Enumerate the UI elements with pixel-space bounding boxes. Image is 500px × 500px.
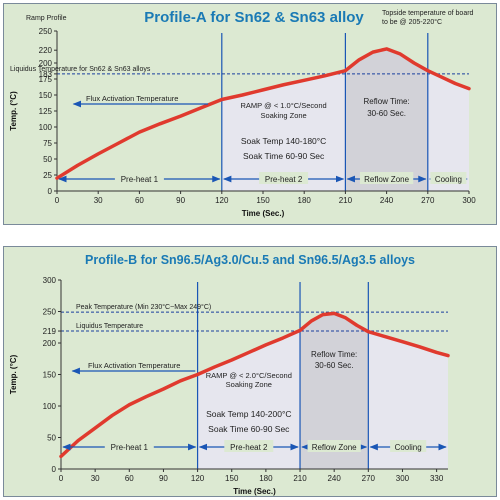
y-tick-label: 100: [43, 402, 57, 411]
reference-line-label: Liquidus Temperature for Sn62 & Sn63 all…: [10, 66, 151, 73]
x-tick-label: 210: [293, 474, 307, 483]
zone-label: Cooling: [435, 175, 462, 184]
y-tick-label: 75: [43, 139, 52, 148]
zone-label: Cooling: [395, 443, 422, 452]
top-note-line1: Topside temperature of board: [382, 10, 474, 17]
zone-label: Pre-heat 1: [111, 443, 149, 452]
zone-label: Reflow Zone: [312, 443, 357, 452]
y-tick-label: 0: [52, 465, 57, 474]
zone-label-bg: [259, 172, 309, 184]
x-tick-label: 90: [176, 196, 185, 205]
zone-label: Reflow Zone: [364, 175, 409, 184]
x-tick-label: 180: [298, 196, 312, 205]
chart-title: Profile-B for Sn96.5/Ag3.0/Cu.5 and Sn96…: [85, 253, 415, 267]
soak-annotation: Soaking Zone: [260, 111, 306, 120]
reference-line-label: Liquidus Temperature: [76, 323, 143, 330]
profile-b-chart: Profile-B for Sn96.5/Ag3.0/Cu.5 and Sn96…: [9, 253, 450, 496]
x-tick-label: 240: [380, 196, 394, 205]
y-tick-label: 25: [43, 171, 52, 180]
soak-annotation: RAMP @ < 1.0°C/Second: [241, 101, 327, 110]
reflow-area: [300, 313, 369, 469]
x-axis-label: Time (Sec.): [242, 209, 285, 218]
soak-annotation: Soaking Zone: [226, 380, 272, 389]
y-axis-label: Temp. (°C): [9, 91, 18, 131]
x-tick-label: 0: [55, 196, 60, 205]
zone-label-bg: [359, 172, 414, 184]
y-tick-label: 250: [39, 27, 53, 36]
x-tick-label: 300: [462, 196, 476, 205]
profile-a-panel: Profile-A for Sn62 & Sn63 alloy Ramp Prof…: [3, 3, 497, 225]
soak-annotation: RAMP @ < 2.0°C/Second: [206, 371, 292, 380]
y-tick-label: 150: [43, 371, 57, 380]
reflow-time-annotation: Reflow Time:: [311, 350, 357, 359]
soak-annotation: Soak Temp 140-200°C: [206, 409, 291, 419]
zone-label-bg: [390, 440, 427, 452]
zone-label: Pre-heat 2: [265, 175, 303, 184]
zone-label-bg: [224, 440, 274, 452]
zone-label-bg: [430, 172, 467, 184]
reflow-time-annotation: 30-60 Sec.: [315, 361, 354, 370]
x-tick-label: 30: [94, 196, 103, 205]
x-tick-label: 300: [396, 474, 410, 483]
x-tick-label: 210: [339, 196, 353, 205]
zone-label: Pre-heat 1: [121, 175, 159, 184]
x-tick-label: 150: [256, 196, 270, 205]
temperature-curve: [59, 311, 450, 459]
reflow-time-annotation: Reflow Time:: [363, 97, 409, 106]
profile-b-panel: Profile-B for Sn96.5/Ag3.0/Cu.5 and Sn96…: [3, 246, 497, 497]
x-axis-label: Time (Sec.): [233, 487, 276, 496]
y-tick-label: 100: [39, 123, 53, 132]
x-tick-label: 180: [259, 474, 273, 483]
x-tick-label: 60: [135, 196, 144, 205]
reflow-time-annotation: 30-60 Sec.: [367, 109, 406, 118]
soak-annotation: Soak Time 60-90 Sec: [243, 151, 325, 161]
zone-label-bg: [104, 440, 154, 452]
y-tick-label: 0: [48, 187, 53, 196]
y-tick-label: 50: [43, 155, 52, 164]
soak-annotation: Soak Temp 140-180°C: [241, 136, 326, 146]
x-tick-label: 60: [125, 474, 134, 483]
x-tick-label: 270: [421, 196, 435, 205]
zone-label: Pre-heat 2: [230, 443, 268, 452]
x-tick-label: 120: [215, 196, 229, 205]
y-tick-label: 150: [39, 91, 53, 100]
flux-activation-label: Flux Activation Temperature: [86, 94, 178, 103]
reference-line-label: Peak Temperature (Min 230°C~Max 249°C): [76, 303, 211, 311]
x-tick-label: 90: [159, 474, 168, 483]
x-tick-label: 150: [225, 474, 239, 483]
x-tick-label: 240: [327, 474, 341, 483]
y-tick-label: 175: [39, 75, 53, 84]
y-tick-label: 220: [39, 46, 53, 55]
ramp-profile-label: Ramp Profile: [26, 15, 67, 22]
x-tick-label: 270: [362, 474, 376, 483]
temperature-curve: [55, 47, 471, 180]
reflow-area: [345, 48, 428, 191]
x-tick-label: 330: [430, 474, 444, 483]
profile-a-chart: Profile-A for Sn62 & Sn63 alloy Ramp Prof…: [9, 9, 476, 218]
y-tick-label: 300: [43, 276, 57, 285]
top-note-line2: to be @ 205-220°C: [382, 18, 442, 26]
y-tick-label: 200: [39, 59, 53, 68]
y-tick-label: 219: [43, 327, 57, 336]
x-tick-label: 120: [191, 474, 205, 483]
zone-label-bg: [307, 440, 361, 452]
y-tick-label: 250: [43, 308, 57, 317]
y-tick-label: 125: [39, 107, 53, 116]
soak-annotation: Soak Time 60-90 Sec: [208, 424, 290, 434]
y-tick-label: 50: [47, 434, 56, 443]
x-tick-label: 0: [59, 474, 64, 483]
y-tick-label: 183: [39, 70, 53, 79]
chart-title: Profile-A for Sn62 & Sn63 alloy: [144, 9, 364, 26]
y-tick-label: 200: [43, 339, 57, 348]
flux-activation-label: Flux Activation Temperature: [88, 361, 180, 370]
x-tick-label: 30: [91, 474, 100, 483]
zone-label-bg: [114, 172, 164, 184]
y-axis-label: Temp. (°C): [9, 354, 18, 394]
